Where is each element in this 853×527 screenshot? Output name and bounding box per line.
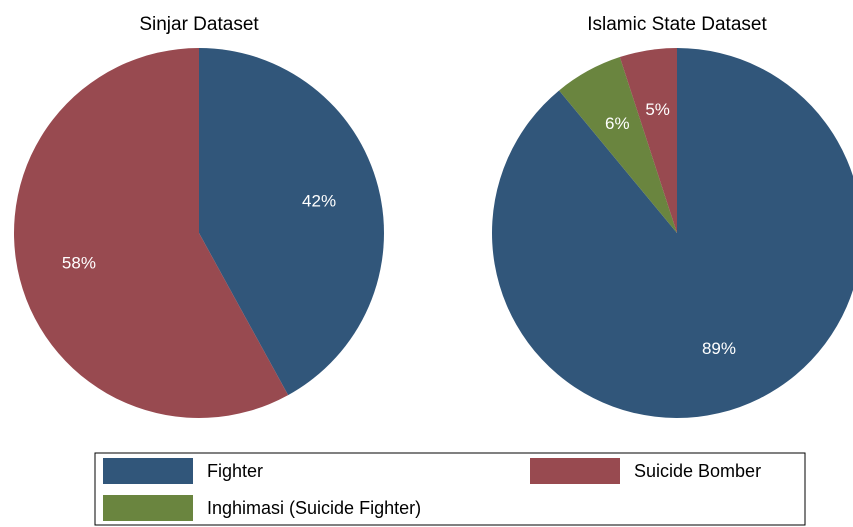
pie-slice (492, 48, 853, 418)
chart-title: Sinjar Dataset (139, 14, 259, 35)
chart-title: Islamic State Dataset (587, 14, 767, 35)
legend-swatch (530, 458, 620, 484)
legend-swatch (103, 495, 193, 521)
pie-slice (619, 48, 677, 233)
value-label: 42% (302, 192, 336, 211)
pie-slice (559, 57, 677, 233)
value-label: 5% (645, 100, 670, 119)
legend-swatch (103, 458, 193, 484)
legend-box (94, 452, 806, 526)
legend-label: Inghimasi (Suicide Fighter) (207, 498, 421, 518)
value-label: 58% (62, 253, 96, 272)
legend-label: Fighter (207, 461, 263, 481)
value-label: 89% (702, 339, 736, 358)
value-label: 6% (605, 114, 630, 133)
legend-label: Suicide Bomber (634, 461, 761, 481)
pie-slice (13, 48, 289, 419)
pie-slice (199, 48, 385, 396)
